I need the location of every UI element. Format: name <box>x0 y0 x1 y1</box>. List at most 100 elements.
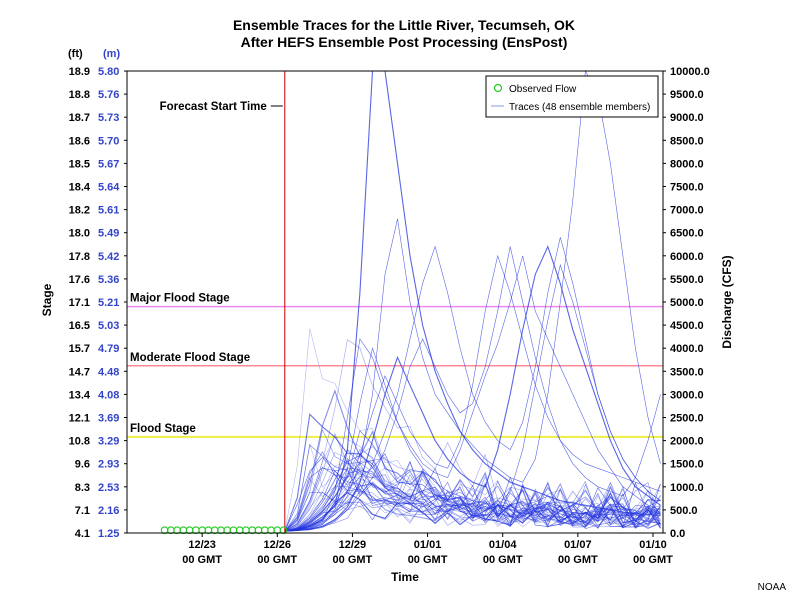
y-tick-label-m: 4.48 <box>98 366 119 378</box>
ensemble-trace-line <box>284 237 661 532</box>
legend-traces-label: Traces (48 ensemble members) <box>509 102 650 113</box>
noaa-credit: NOAA <box>758 582 787 593</box>
y-tick-label-cfs: 6000.0 <box>670 251 704 263</box>
y-axis-label-right: Discharge (CFS) <box>720 255 734 348</box>
y-tick-label-m: 4.79 <box>98 343 119 355</box>
x-tick-label-time: 00 GMT <box>408 554 448 566</box>
y-tick-label-m: 5.21 <box>98 297 119 309</box>
y-tick-label-cfs: 1000.0 <box>670 482 704 494</box>
y-tick-label-cfs: 8500.0 <box>670 135 704 147</box>
stage-ft-unit-label: (ft) <box>68 48 83 60</box>
ensemble-trace-line <box>284 491 661 532</box>
x-tick-label-time: 00 GMT <box>483 554 523 566</box>
x-axis-label: Time <box>391 570 419 584</box>
y-tick-label-ft: 17.6 <box>69 274 90 286</box>
y-tick-label-m: 5.64 <box>98 182 120 194</box>
y-tick-label-cfs: 5500.0 <box>670 274 704 286</box>
y-tick-label-m: 5.73 <box>98 112 119 124</box>
x-tick-label-date: 01/10 <box>639 539 667 551</box>
y-tick-label-ft: 18.0 <box>69 228 90 240</box>
x-tick-label-time: 00 GMT <box>558 554 598 566</box>
ensemble-trace-line <box>284 328 661 532</box>
y-tick-label-cfs: 7000.0 <box>670 205 704 217</box>
y-tick-label-ft: 14.7 <box>69 366 90 378</box>
y-tick-label-ft: 18.9 <box>69 66 90 78</box>
y-tick-label-ft: 15.7 <box>69 343 90 355</box>
ensemble-trace-line <box>284 455 661 532</box>
flood-threshold-label: Moderate Flood Stage <box>130 352 250 364</box>
ensemble-trace-line <box>284 448 661 532</box>
y-tick-label-m: 5.49 <box>98 228 119 240</box>
observed-flow-point <box>279 526 288 535</box>
y-tick-label-ft: 17.1 <box>69 297 90 309</box>
y-tick-label-cfs: 4500.0 <box>670 320 704 332</box>
ensemble-trace-line <box>284 451 661 532</box>
y-tick-label-ft: 10.8 <box>69 436 90 448</box>
y-tick-label-ft: 18.7 <box>69 112 90 124</box>
ensemble-trace-line <box>284 456 661 532</box>
x-tick-label-time: 00 GMT <box>333 554 373 566</box>
y-tick-label-m: 5.42 <box>98 251 119 263</box>
y-tick-label-m: 5.61 <box>98 205 119 217</box>
ensemble-trace-line <box>284 480 661 532</box>
x-tick-label-time: 00 GMT <box>633 554 673 566</box>
x-tick-label-time: 00 GMT <box>182 554 222 566</box>
x-tick-label-date: 12/26 <box>264 539 292 551</box>
flood-threshold-label: Major Flood Stage <box>130 293 230 305</box>
ensemble-trace-line <box>284 339 661 532</box>
ensemble-trace-line <box>284 432 661 532</box>
y-tick-label-ft: 13.4 <box>69 389 91 401</box>
y-tick-label-cfs: 7500.0 <box>670 182 704 194</box>
y-tick-label-ft: 18.4 <box>69 182 91 194</box>
y-tick-label-cfs: 500.0 <box>670 505 698 517</box>
y-tick-label-cfs: 8000.0 <box>670 158 704 170</box>
y-tick-label-m: 3.29 <box>98 436 119 448</box>
y-tick-label-cfs: 5000.0 <box>670 297 704 309</box>
y-tick-label-m: 5.03 <box>98 320 119 332</box>
ensemble-trace-line <box>284 255 661 532</box>
ensemble-trace-line <box>284 488 661 532</box>
y-tick-label-ft: 7.1 <box>75 505 90 517</box>
ensemble-trace-line <box>284 430 661 532</box>
flood-threshold-label: Flood Stage <box>130 423 196 435</box>
x-tick-label-date: 01/01 <box>414 539 442 551</box>
y-tick-label-ft: 9.6 <box>75 459 90 471</box>
forecast-start-marker: Forecast Start Time <box>160 71 286 533</box>
y-tick-label-m: 5.70 <box>98 135 119 147</box>
y-tick-label-ft: 17.8 <box>69 251 90 263</box>
y-tick-label-ft: 18.6 <box>69 135 90 147</box>
ensemble-trace-line <box>284 413 661 532</box>
y-tick-label-cfs: 0.0 <box>670 528 685 540</box>
legend: Observed Flow Traces (48 ensemble member… <box>485 75 659 118</box>
y-tick-label-cfs: 10000.0 <box>670 66 710 78</box>
ensemble-trace-line <box>284 477 661 532</box>
ensemble-trace-line <box>284 389 661 532</box>
y-tick-label-ft: 18.2 <box>69 205 90 217</box>
y-tick-label-ft: 8.3 <box>75 482 90 494</box>
y-tick-label-ft: 4.1 <box>75 528 90 540</box>
ensemble-trace-line <box>284 449 661 532</box>
x-tick-label-date: 01/04 <box>489 539 517 551</box>
y-tick-label-m: 5.80 <box>98 66 119 78</box>
ensemble-trace-line <box>284 478 661 532</box>
y-tick-label-m: 2.53 <box>98 482 119 494</box>
x-tick-label-date: 12/23 <box>188 539 216 551</box>
y-axis-label-left: Stage <box>40 283 54 316</box>
x-axis-ticks: 12/23 00 GMT 12/26 00 GMT 12/29 00 GMT 01/01 00… <box>182 533 673 566</box>
x-tick-label-date: 01/07 <box>564 539 592 551</box>
y-tick-label-cfs: 4000.0 <box>670 343 704 355</box>
stage-m-unit-label: (m) <box>103 48 120 60</box>
ensemble-trace-line <box>284 245 661 532</box>
y-tick-label-m: 2.16 <box>98 505 119 517</box>
y-tick-label-ft: 12.1 <box>69 413 90 425</box>
y-tick-label-m: 4.08 <box>98 389 119 401</box>
forecast-start-label: Forecast Start Time <box>160 101 267 113</box>
ensemble-trace-line <box>284 500 661 532</box>
y-tick-label-cfs: 1500.0 <box>670 459 704 471</box>
y-axis-ticks: 4.1 1.25 0.0 7.1 2.16 500.0 8.3 2.53 1000.0 9.6 2.… <box>69 66 710 540</box>
y-tick-label-m: 5.36 <box>98 274 119 286</box>
y-tick-label-cfs: 6500.0 <box>670 228 704 240</box>
y-tick-label-m: 5.67 <box>98 158 119 170</box>
legend-observed-marker <box>493 83 503 93</box>
